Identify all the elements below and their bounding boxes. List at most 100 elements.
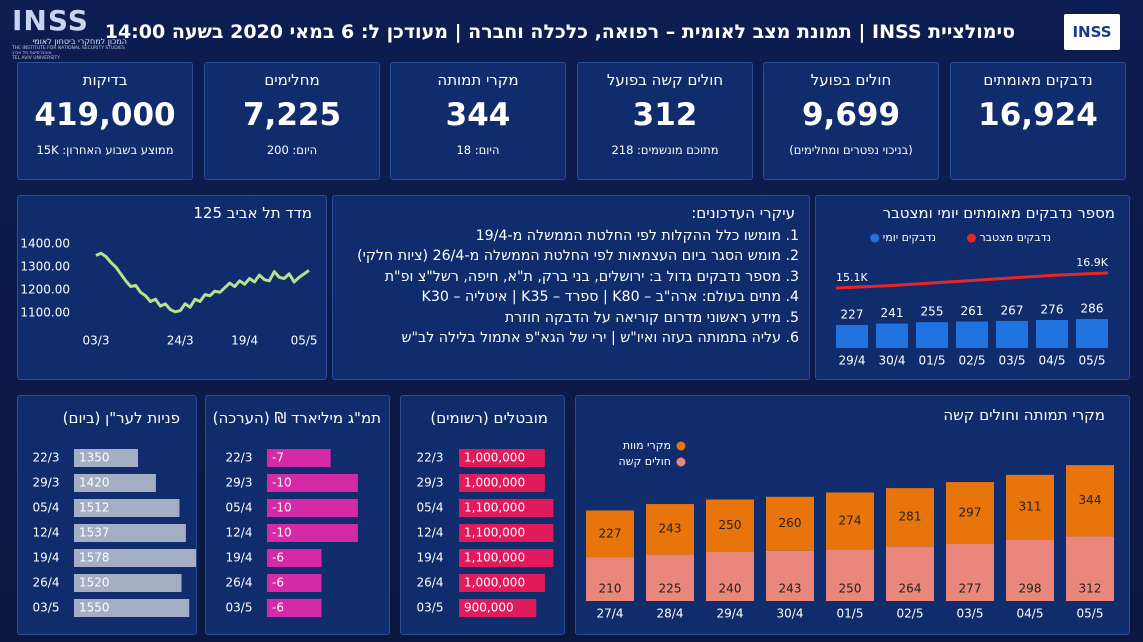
value-label: 240 bbox=[719, 582, 742, 596]
kpi-value: 312 bbox=[632, 97, 698, 133]
bar-segment bbox=[1006, 474, 1054, 540]
value-label: 298 bbox=[1019, 582, 1042, 596]
bar-segment bbox=[766, 496, 814, 551]
chart-panel: 22/3 1,000,000 29/3 1,000,000 05/4 1,100,000 1… bbox=[400, 395, 565, 635]
x-tick-label: 05/5 bbox=[1079, 354, 1106, 368]
bar-segment bbox=[886, 488, 934, 547]
value-label: 261 bbox=[961, 304, 984, 318]
kpi-note: היום: 18 bbox=[456, 143, 500, 157]
value-label: 311 bbox=[1019, 500, 1042, 514]
value-label: -10 bbox=[272, 501, 292, 515]
chart-title: תמ"ג מיליארד ₪ (הערכה) bbox=[212, 409, 381, 427]
y-category-label: 26/4 bbox=[226, 576, 253, 590]
chart-panel: 22/3 -7 29/3 -10 05/4 -10 12/4 -10 19/4 -6 26/4 -6 0… bbox=[205, 395, 390, 635]
legend-label: חולים קשה bbox=[619, 455, 671, 468]
bar-segment bbox=[826, 492, 874, 550]
y-category-label: 12/4 bbox=[33, 526, 60, 540]
x-tick-label: 02/5 bbox=[959, 354, 986, 368]
x-tick-label: 03/3 bbox=[83, 334, 110, 348]
value-label: 225 bbox=[659, 582, 682, 596]
bar bbox=[267, 549, 322, 567]
value-label: 267 bbox=[1001, 303, 1024, 317]
logo-right: INSS bbox=[1064, 14, 1120, 50]
y-category-label: 03/5 bbox=[33, 601, 60, 615]
legend-swatch bbox=[676, 441, 686, 451]
news-panel: עיקרי העדכונים: מומשו כלל ההקלות לפי החל… bbox=[332, 195, 810, 380]
bar bbox=[267, 599, 322, 617]
chart-panel: 1100.00 1200.00 1300.00 1400.00 03/3 24/3 19/4… bbox=[17, 195, 327, 380]
bar bbox=[267, 524, 358, 542]
value-label: 281 bbox=[899, 510, 922, 524]
x-tick-label: 30/4 bbox=[879, 354, 906, 368]
chart-title: מקרי תמותה וחולים קשה bbox=[943, 406, 1105, 424]
y-category-label: 22/3 bbox=[33, 451, 60, 465]
value-label: -10 bbox=[272, 476, 292, 490]
chart-panel: 22/3 1350 29/3 1420 05/4 1512 12/4 1537 19/4 1578… bbox=[17, 395, 197, 635]
logo-university-he: אוניברסיטת תל אביב bbox=[12, 51, 52, 56]
bar bbox=[267, 449, 331, 467]
y-category-label: 19/4 bbox=[226, 551, 253, 565]
kpi-note: היום: 200 bbox=[266, 143, 318, 157]
value-label: 243 bbox=[659, 522, 682, 536]
logo-name: INSS bbox=[12, 4, 89, 37]
bar-segment bbox=[1006, 539, 1054, 601]
y-tick-label: 1100.00 bbox=[20, 306, 70, 320]
kpi-note: מתוכם מונשמים: 218 bbox=[611, 143, 719, 157]
bar-segment bbox=[646, 554, 694, 601]
kpi-card: חולים קשה בפועל 312 מתוכם מונשמים: 218 bbox=[577, 62, 753, 180]
y-category-label: 29/3 bbox=[417, 476, 444, 490]
bar bbox=[74, 574, 182, 592]
value-label: 264 bbox=[899, 582, 922, 596]
kpi-value: 419,000 bbox=[34, 97, 176, 133]
chart-title: פניות לער"ן (ביום) bbox=[62, 409, 180, 427]
kpi-card: חולים בפועל 9,699 (בניכוי נפטרים ומחלימי… bbox=[763, 62, 939, 180]
value-label: 255 bbox=[921, 305, 944, 319]
value-label: 276 bbox=[1041, 303, 1064, 317]
chart: 22/3 1350 29/3 1420 05/4 1512 12/4 1537 19/4 1578… bbox=[33, 449, 196, 617]
value-label: 286 bbox=[1081, 302, 1104, 316]
kpi-card: נדבקים מאומתים 16,924 bbox=[950, 62, 1126, 180]
inss-logo: INSS המכון למחקרי ביטחון לאומי THE INSTI… bbox=[12, 4, 127, 68]
value-label: 250 bbox=[839, 582, 862, 596]
chart-title: מדד תל אביב 125 bbox=[193, 204, 312, 222]
bar bbox=[74, 499, 180, 517]
news-item: עליה בתמותה בעזה ואיו"ש | ירי של הגא"פ א… bbox=[357, 328, 781, 348]
value-label: 297 bbox=[959, 505, 982, 519]
value-label: 227 bbox=[841, 307, 864, 321]
x-tick-label: 27/4 bbox=[597, 607, 624, 621]
value-label: -10 bbox=[272, 526, 292, 540]
news-list: מומשו כלל ההקלות לפי החלטת הממשלה מ-19/4… bbox=[357, 226, 801, 348]
kpi-note: (בניכוי נפטרים ומחלימים) bbox=[789, 143, 913, 157]
bar bbox=[267, 474, 358, 492]
value-label: 1,000,000 bbox=[464, 451, 525, 465]
bar bbox=[267, 499, 358, 517]
value-label: -6 bbox=[272, 576, 284, 590]
y-category-label: 03/5 bbox=[226, 601, 253, 615]
y-category-label: 29/3 bbox=[33, 476, 60, 490]
news-item: מידע ראשוני מדרום קוריאה על הדבקה חוזרת bbox=[357, 308, 781, 328]
x-tick-label: 05/5 bbox=[1077, 607, 1104, 621]
chart: 27/4 28/4 29/4 30/4 01/5 02/5 03/5 04/5 05/5 חולי… bbox=[586, 439, 1114, 621]
y-category-label: 26/4 bbox=[33, 576, 60, 590]
bar-segment bbox=[706, 499, 754, 552]
y-category-label: 19/4 bbox=[417, 551, 444, 565]
kpi-card: מחלימים 7,225 היום: 200 bbox=[204, 62, 380, 180]
news-title: עיקרי העדכונים: bbox=[691, 204, 795, 222]
x-tick-label: 03/5 bbox=[999, 354, 1026, 368]
bar bbox=[459, 599, 537, 617]
kpi-title: חולים קשה בפועל bbox=[606, 71, 724, 89]
value-label: 312 bbox=[1079, 582, 1102, 596]
value-label: 1,000,000 bbox=[464, 576, 525, 590]
bar bbox=[1036, 320, 1068, 348]
value-label: -6 bbox=[272, 601, 284, 615]
kpi-title: מחלימים bbox=[264, 71, 320, 89]
legend-label: מקרי מוות bbox=[623, 439, 671, 452]
bar-segment bbox=[706, 551, 754, 601]
value-label: 1550 bbox=[79, 601, 110, 615]
bar-segment bbox=[586, 510, 634, 558]
value-label: 241 bbox=[881, 306, 904, 320]
bar bbox=[459, 499, 554, 517]
bar bbox=[876, 323, 908, 348]
value-label: 260 bbox=[779, 516, 802, 530]
